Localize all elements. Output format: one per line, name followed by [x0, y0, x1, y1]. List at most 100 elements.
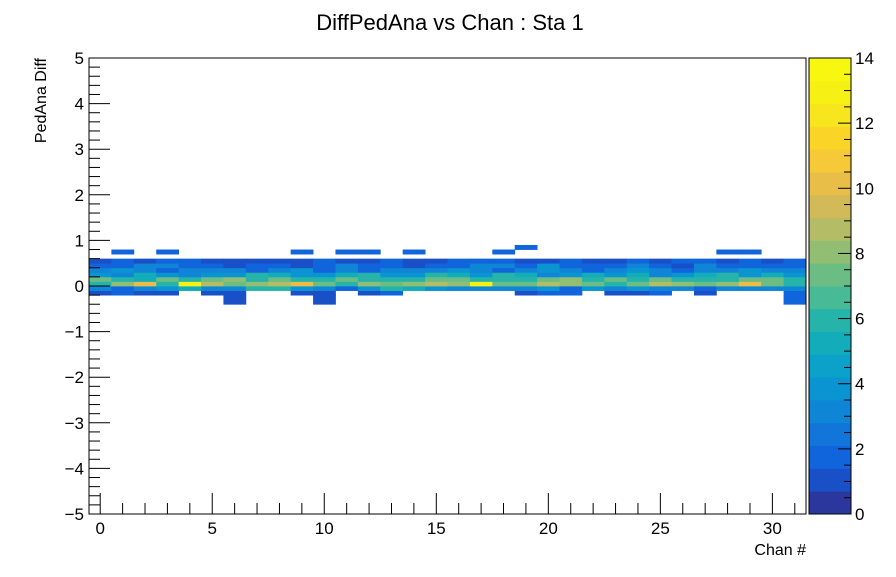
heatmap-cell: [357, 290, 381, 296]
heatmap-cell: [335, 286, 359, 291]
color-scale-tick-label: 8: [855, 244, 864, 263]
heatmap-cell: [335, 276, 359, 282]
heatmap-cell: [447, 276, 471, 282]
heatmap-cell: [402, 267, 426, 273]
color-scale-band: [809, 80, 851, 104]
heatmap-cell: [290, 267, 314, 273]
heatmap-cell: [335, 263, 359, 269]
heatmap-cell: [402, 286, 426, 291]
heatmap-cell: [133, 290, 157, 296]
heatmap-cell: [89, 286, 112, 291]
heatmap-cell: [380, 258, 404, 264]
heatmap-cell: [783, 281, 807, 287]
heatmap-cell: [693, 258, 717, 264]
heatmap-cell: [537, 267, 560, 273]
plot-axes: −5 −4 −3 −2 −1 0 1 2 3 4 5 0 5 10 15 20 25 30: [65, 49, 807, 538]
heatmap-cell: [626, 263, 650, 269]
color-scale-band: [809, 103, 851, 127]
heatmap-cell: [290, 263, 314, 269]
color-scale-band: [809, 286, 851, 310]
heatmap-cell: [649, 286, 672, 291]
heatmap-cell: [761, 276, 784, 282]
heatmap-cell: [111, 276, 135, 282]
heatmap-cell: [514, 281, 538, 287]
heatmap-cell: [469, 267, 493, 273]
heatmap-cell: [335, 267, 359, 273]
heatmap-cell: [111, 258, 135, 264]
heatmap-cell: [223, 276, 247, 282]
heatmap-cell: [223, 263, 247, 269]
y-tick-label: 0: [75, 277, 84, 296]
heatmap-cell: [89, 276, 112, 282]
heatmap-cell: [626, 258, 650, 264]
heatmap-cell: [559, 281, 583, 287]
heatmap-cell: [581, 272, 605, 278]
heatmap-cell: [245, 263, 269, 269]
heatmap-cell: [716, 267, 740, 273]
heatmap-cell: [245, 286, 269, 291]
heatmap-cell: [245, 267, 269, 273]
heatmap-cell: [559, 267, 583, 273]
heatmap-cell: [716, 249, 740, 255]
color-scale-band: [809, 217, 851, 241]
y-tick-label: −5: [65, 505, 84, 524]
heatmap-cell: [290, 258, 314, 264]
heatmap-cell: [268, 286, 292, 291]
heatmap-cell: [425, 267, 448, 273]
heatmap-cell: [111, 281, 135, 287]
heatmap-cell: [693, 281, 717, 287]
heatmap-cell: [649, 263, 672, 269]
heatmap-cell: [133, 263, 157, 269]
heatmap-cell: [133, 276, 157, 282]
heatmap-cell: [357, 258, 381, 264]
heatmap-cell: [156, 276, 180, 282]
heatmap-cell: [156, 267, 180, 273]
heatmap-cell: [671, 258, 695, 264]
heatmap-cell: [604, 258, 628, 264]
color-scale-band: [809, 491, 851, 515]
heatmap-cell: [156, 249, 180, 255]
heatmap-cell: [581, 281, 605, 287]
heatmap-cell: [111, 267, 135, 273]
color-scale-tick-label: 4: [855, 375, 864, 394]
heatmap-cell: [133, 258, 157, 264]
heatmap-cell: [514, 258, 538, 264]
y-axis-label: PedAna Diff: [33, 57, 50, 143]
heatmap-cell: [402, 263, 426, 269]
heatmap-cell: [178, 267, 202, 273]
heatmap-cell: [671, 276, 695, 282]
y-tick-label: −1: [65, 323, 84, 342]
heatmap-cell: [402, 276, 426, 282]
heatmap-cell: [313, 263, 336, 269]
heatmap-cell: [761, 263, 784, 269]
heatmap-cell: [313, 267, 336, 273]
heatmap-cell: [133, 267, 157, 273]
x-tick-label: 25: [651, 519, 670, 538]
heatmap-cell: [178, 263, 202, 269]
color-scale-tick-label: 14: [855, 49, 874, 68]
heatmap-cell: [89, 267, 112, 273]
heatmap-cell: [178, 281, 202, 287]
heatmap-cell: [716, 276, 740, 282]
heatmap-cell: [738, 258, 762, 264]
heatmap-cell: [313, 272, 336, 278]
heatmap-cell: [626, 267, 650, 273]
heatmap-cell: [469, 272, 493, 278]
heatmap-cell: [425, 281, 448, 287]
heatmap-cell: [425, 263, 448, 269]
heatmap-cell: [492, 258, 516, 264]
heatmap-cell: [290, 286, 314, 291]
heatmap-cell: [649, 258, 672, 264]
heatmap-cell: [223, 295, 247, 301]
heatmap-cell: [649, 276, 672, 282]
heatmap-cell: [447, 263, 471, 269]
heatmap-cell: [671, 272, 695, 278]
heatmap-cell: [604, 281, 628, 287]
heatmap-cell: [492, 272, 516, 278]
heatmap-cell: [716, 286, 740, 291]
color-scale-band: [809, 149, 851, 173]
x-tick-label: 20: [539, 519, 558, 538]
heatmap-cell: [514, 272, 538, 278]
